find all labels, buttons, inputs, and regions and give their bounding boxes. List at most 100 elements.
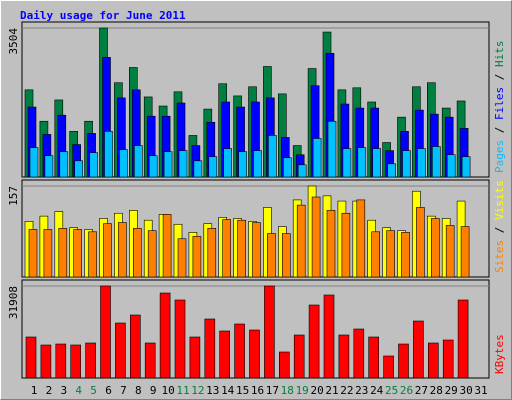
bar xyxy=(430,218,440,278)
bar xyxy=(119,149,128,178)
x-tick-label: 6 xyxy=(105,384,112,397)
x-tick-label: 26 xyxy=(400,384,413,397)
series-label: KBytes xyxy=(493,334,506,374)
x-tick-label: 2 xyxy=(46,384,53,397)
bar xyxy=(159,292,171,379)
bar xyxy=(442,339,454,379)
x-tick-label: 17 xyxy=(266,384,279,397)
bar xyxy=(192,236,202,278)
x-tick-label: 30 xyxy=(459,384,472,397)
bar xyxy=(222,219,231,278)
bar xyxy=(387,163,396,178)
x-tick-label: 24 xyxy=(370,384,384,397)
bar xyxy=(118,222,127,278)
bar xyxy=(25,336,37,379)
bar xyxy=(268,135,277,178)
x-tick-label: 7 xyxy=(120,384,127,397)
x-tick-label: 4 xyxy=(75,384,82,397)
x-tick-label: 23 xyxy=(355,384,368,397)
x-tick-label: 8 xyxy=(135,384,142,397)
bar xyxy=(401,232,410,278)
bar xyxy=(416,207,425,278)
bar xyxy=(252,222,261,278)
x-tick-label: 19 xyxy=(296,384,309,397)
y-tick-label: 31908 xyxy=(7,286,20,319)
x-tick-label: 13 xyxy=(206,384,219,397)
bar xyxy=(353,328,365,379)
bar xyxy=(413,320,424,379)
bar xyxy=(341,212,351,278)
bar xyxy=(338,334,350,379)
bar xyxy=(189,336,201,379)
bar xyxy=(85,342,96,379)
bar xyxy=(398,343,409,379)
bar xyxy=(178,150,188,178)
bar xyxy=(386,230,395,278)
bar xyxy=(308,304,320,379)
x-tick-label: 27 xyxy=(415,384,428,397)
bar xyxy=(253,150,262,178)
x-tick-label: 22 xyxy=(340,384,353,397)
bar xyxy=(371,231,381,278)
bar xyxy=(44,155,54,178)
bar xyxy=(219,330,230,379)
bar xyxy=(461,156,471,178)
x-tick-label: 31 xyxy=(474,384,487,397)
bar xyxy=(327,120,337,178)
separator: / xyxy=(493,67,506,87)
x-tick-label: 25 xyxy=(385,384,398,397)
series-label: Pages / Files / Hits xyxy=(493,41,506,174)
bar xyxy=(28,229,38,278)
chart-title: Daily usage for June 2011 xyxy=(20,9,186,22)
bar xyxy=(445,225,455,278)
bar xyxy=(234,323,245,379)
bar xyxy=(148,155,158,178)
y-tick-label: 3504 xyxy=(7,28,20,55)
x-tick-label: 28 xyxy=(430,384,443,397)
bar xyxy=(323,294,335,379)
bar xyxy=(40,344,52,379)
bar xyxy=(204,318,216,379)
bar xyxy=(70,344,81,379)
bar xyxy=(73,229,82,278)
x-tick-label: 10 xyxy=(161,384,174,397)
bar xyxy=(357,147,367,178)
bar xyxy=(383,355,394,379)
x-tick-label: 5 xyxy=(90,384,97,397)
separator: / xyxy=(493,220,506,240)
bar xyxy=(130,314,141,379)
bar xyxy=(446,154,456,178)
x-tick-label: 14 xyxy=(221,384,235,397)
bar xyxy=(368,336,380,379)
bar xyxy=(264,285,275,379)
bar xyxy=(207,228,217,278)
bar xyxy=(147,230,157,278)
bar xyxy=(134,145,143,178)
bar xyxy=(278,351,290,379)
bar xyxy=(163,151,173,178)
bar xyxy=(177,238,187,278)
bar xyxy=(417,148,426,178)
x-tick-label: 20 xyxy=(310,384,323,397)
bar xyxy=(88,231,97,278)
bar xyxy=(74,160,83,178)
x-tick-label: 18 xyxy=(281,384,294,397)
x-tick-label: 29 xyxy=(445,384,458,397)
bar xyxy=(104,131,113,178)
bar xyxy=(326,210,336,278)
bar xyxy=(115,322,126,379)
x-tick-label: 12 xyxy=(191,384,204,397)
x-tick-label: 16 xyxy=(251,384,264,397)
bar xyxy=(208,156,218,178)
y-tick-label: 157 xyxy=(7,186,20,206)
bar xyxy=(237,219,246,278)
bar xyxy=(296,204,306,278)
bar xyxy=(144,342,156,379)
bar xyxy=(238,151,247,178)
x-tick-label: 21 xyxy=(325,384,338,397)
legend-entry: Visits xyxy=(493,180,506,220)
bar xyxy=(162,214,172,278)
bar xyxy=(223,148,232,178)
